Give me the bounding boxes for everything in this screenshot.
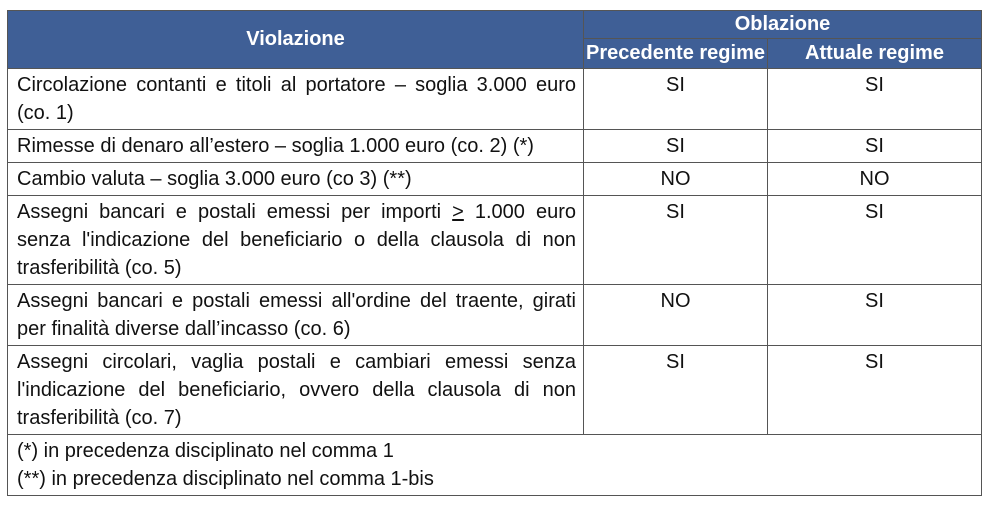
table-row: Rimesse di denaro all’estero – soglia 1.… xyxy=(7,129,983,163)
precedente-cell: SI xyxy=(583,345,768,435)
precedente-cell: NO xyxy=(583,162,768,196)
notes-row: (*) in precedenza disciplinato nel comma… xyxy=(6,434,983,496)
attuale-cell: NO xyxy=(766,162,983,196)
table-row: Cambio valuta – soglia 3.000 euro (co 3)… xyxy=(7,162,983,196)
header-violazione: Violazione xyxy=(7,10,584,69)
table-row: Assegni bancari e postali emessi all'ord… xyxy=(7,284,983,346)
header-attuale-regime: Attuale regime xyxy=(766,38,983,69)
precedente-cell: SI xyxy=(583,195,768,285)
precedente-cell: SI xyxy=(583,129,768,163)
violazione-cell: Rimesse di denaro all’estero – soglia 1.… xyxy=(7,129,584,163)
table-row: Circolazione contanti e titoli al portat… xyxy=(7,68,983,130)
attuale-cell: SI xyxy=(766,129,983,163)
violazione-text-post: 1.000 euro senza l'indicazione del benef… xyxy=(17,201,576,279)
attuale-cell: SI xyxy=(766,195,983,285)
attuale-cell: SI xyxy=(766,345,983,435)
header-oblazione: Oblazione xyxy=(582,9,983,40)
violazione-cell: Circolazione contanti e titoli al portat… xyxy=(7,68,584,130)
footnotes-cell: (*) in precedenza disciplinato nel comma… xyxy=(6,434,983,496)
footnote: (**) in precedenza disciplinato nel comm… xyxy=(17,468,434,490)
attuale-cell: SI xyxy=(766,68,983,130)
header-precedente-regime: Precedente regime xyxy=(583,38,768,69)
violazione-text-pre: Assegni bancari e postali emessi per imp… xyxy=(17,201,453,223)
precedente-cell: SI xyxy=(583,68,768,130)
violazione-cell: Assegni circolari, vaglia postali e camb… xyxy=(7,345,584,435)
oblazione-table: Violazione Oblazione Precedente regime A… xyxy=(6,9,983,496)
attuale-cell: SI xyxy=(766,284,983,346)
precedente-cell: NO xyxy=(583,284,768,346)
violazione-cell: Assegni bancari e postali emessi per imp… xyxy=(7,195,584,285)
greater-equal-symbol: > xyxy=(452,201,464,223)
table-row: Assegni circolari, vaglia postali e camb… xyxy=(7,345,983,435)
footnote: (*) in precedenza disciplinato nel comma… xyxy=(17,440,394,462)
violazione-cell: Cambio valuta – soglia 3.000 euro (co 3)… xyxy=(7,162,584,196)
table-row: Assegni bancari e postali emessi per imp… xyxy=(7,195,983,285)
violazione-cell: Assegni bancari e postali emessi all'ord… xyxy=(7,284,584,346)
